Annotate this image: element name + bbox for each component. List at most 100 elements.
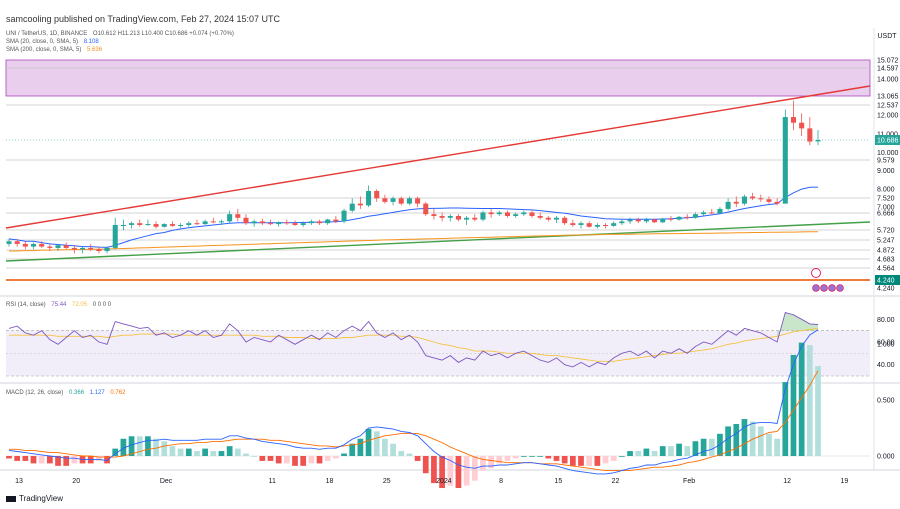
rsi-ma-line	[9, 327, 819, 362]
macd-histogram-bar	[643, 448, 650, 456]
candle-body	[537, 215, 543, 218]
candle-body	[96, 249, 102, 252]
candle-body	[741, 196, 747, 204]
candle-body	[774, 201, 780, 204]
candle-body	[227, 214, 233, 222]
time-axis-label: Feb	[683, 478, 695, 485]
candle-body	[88, 247, 94, 250]
macd-histogram-bar	[684, 446, 691, 456]
candle-body	[30, 243, 37, 247]
price-axis-label: 10.686	[877, 138, 899, 145]
macd-histogram-bar	[488, 456, 494, 469]
sma200-value: 5.636	[87, 47, 103, 53]
candle-body	[6, 241, 12, 244]
macd-histogram-bar	[676, 443, 682, 456]
macd-histogram-bar	[586, 456, 593, 466]
candle-body	[521, 212, 527, 215]
macd-histogram-bar	[610, 456, 617, 461]
macd-histogram-bar	[185, 448, 192, 456]
sma20-label[interactable]: SMA (20, close, 0, SMA, 5)	[6, 39, 79, 45]
candle-body	[529, 212, 535, 216]
macd-histogram-bar	[128, 436, 135, 456]
macd-histogram-bar	[341, 453, 347, 456]
macd-histogram-bar	[373, 431, 380, 456]
macd-axis-label: 0.500	[877, 398, 895, 405]
macd-histogram-bar	[692, 441, 699, 456]
candle-body	[349, 203, 355, 211]
macd-histogram-bar	[398, 451, 405, 456]
macd-histogram-bar	[136, 436, 143, 456]
candle-body	[129, 223, 135, 225]
macd-histogram-bar	[561, 456, 568, 464]
sma20-value: 8.108	[83, 39, 99, 45]
candle-body	[660, 218, 666, 223]
macd-histogram-bar	[635, 451, 642, 456]
candle-body	[243, 217, 249, 224]
candle-body	[586, 223, 592, 227]
publish-info: samcooling published on TradingView.com,…	[6, 14, 280, 24]
candle-body	[627, 219, 633, 222]
macd-histogram-bar	[512, 456, 519, 459]
price-axis-label: 12.000	[877, 113, 899, 120]
candle-body	[161, 224, 167, 227]
macd-histogram-bar	[177, 448, 184, 456]
macd-histogram-bar	[210, 451, 217, 456]
candle-body	[676, 216, 682, 220]
price-axis-label: 14.000	[877, 76, 899, 83]
macd-histogram-bar	[22, 456, 29, 461]
macd-histogram-bar	[447, 456, 454, 486]
sma200-label[interactable]: SMA (200, close, 0, SMA, 5)	[6, 47, 82, 53]
candle-body	[316, 221, 323, 224]
macd-histogram-bar	[55, 456, 61, 466]
currency-label[interactable]: USDT	[877, 33, 897, 40]
macd-histogram-bar	[292, 456, 298, 466]
macd-histogram-bar	[6, 456, 12, 459]
support-trendline	[5, 221, 871, 262]
last-price-badge	[875, 135, 900, 145]
rsi-label[interactable]: RSI (14, close)	[6, 302, 46, 308]
tradingview-logo[interactable]: TradingView	[6, 494, 63, 503]
macd-histogram-bar	[96, 456, 102, 461]
macd-histogram-bar	[627, 451, 633, 456]
candle-body	[545, 217, 551, 220]
macd-histogram-bar	[46, 456, 53, 464]
macd-histogram-bar	[243, 453, 249, 456]
macd-label[interactable]: MACD (12, 26, close)	[6, 390, 64, 396]
rsi-axis-label: 40.00	[877, 362, 895, 369]
macd-histogram-bar	[194, 451, 200, 456]
macd-histogram-bar	[545, 456, 552, 459]
time-axis-label: 20	[72, 478, 80, 485]
candle-body	[766, 199, 772, 202]
candle-body	[39, 243, 45, 247]
candle-body	[112, 224, 118, 248]
macd-histogram-bar	[463, 456, 470, 486]
macd-histogram-bar	[349, 443, 356, 456]
time-axis-label: 13	[15, 478, 23, 485]
price-axis-label: 13.065	[877, 94, 899, 101]
macd-histogram-bar	[218, 451, 225, 456]
macd-histogram-bar	[145, 436, 151, 456]
candle-body	[652, 219, 658, 223]
candle-body	[374, 190, 380, 199]
candle-body	[513, 214, 519, 216]
macd-histogram-bar	[431, 456, 437, 484]
event-marker-icon	[836, 284, 844, 292]
macd-histogram-bar	[774, 438, 781, 456]
time-axis-label: 2024	[436, 478, 452, 485]
ohlc-readout: O10.612 H11.213 L10.400 C10.686 +0.074 (…	[92, 31, 234, 37]
candle-body	[684, 216, 690, 218]
candle-body	[562, 217, 568, 224]
candle-body	[643, 219, 649, 222]
macd-histogram-bar	[308, 456, 315, 464]
macd-histogram-bar	[300, 456, 307, 466]
candle-body	[439, 215, 445, 218]
symbol-label[interactable]: UNI / TetherUS, 1D, BINANCE	[6, 31, 88, 37]
candle-body	[55, 245, 61, 248]
macd-histogram-bar	[806, 345, 813, 456]
candle-body	[80, 247, 86, 250]
candle-body	[472, 217, 478, 220]
candle-body	[504, 212, 511, 216]
candle-body	[496, 212, 502, 215]
main-legend: UNI / TetherUS, 1D, BINANCE O10.612 H11.…	[6, 30, 238, 54]
